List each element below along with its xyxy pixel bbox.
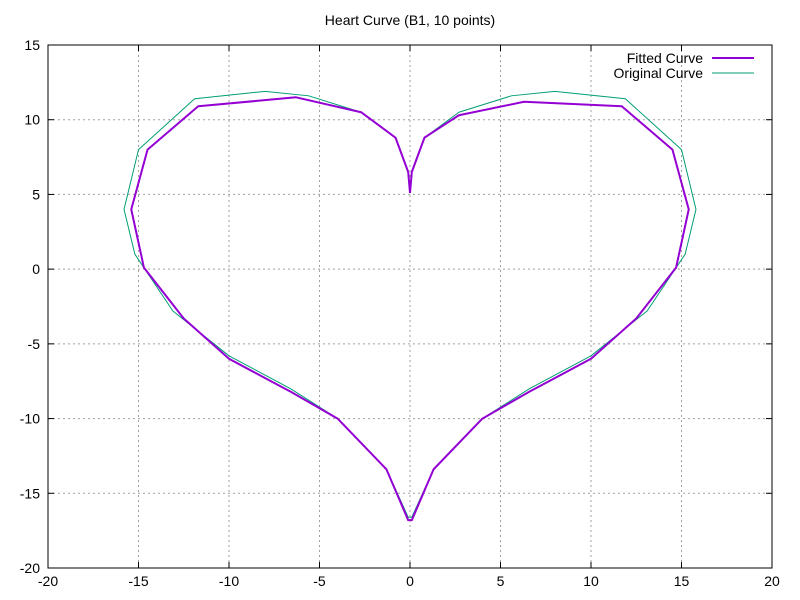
chart-title: Heart Curve (B1, 10 points)	[325, 12, 495, 28]
y-tick-label: -20	[20, 560, 40, 576]
legend-label-original: Original Curve	[614, 65, 704, 81]
x-tick-label: -15	[128, 573, 148, 589]
y-tick-label: 5	[32, 186, 40, 202]
x-tick-label: 5	[497, 573, 505, 589]
grid-layer	[48, 45, 772, 568]
y-tick-label: -15	[20, 485, 40, 501]
legend: Fitted Curve Original Curve	[614, 50, 754, 81]
y-tick-label: 0	[32, 261, 40, 277]
legend-label-fitted: Fitted Curve	[627, 50, 703, 66]
y-tick-label: 10	[24, 112, 40, 128]
tick-layer: -20 -15 -10 -5 0 5 10 15 20 15 10 5 0 -5 -10 -15 -20	[20, 37, 780, 589]
x-tick-label: 20	[764, 573, 780, 589]
x-tick-label: 10	[583, 573, 599, 589]
x-tick-label: -10	[219, 573, 239, 589]
y-tick-label: -5	[28, 336, 41, 352]
x-tick-label: -20	[38, 573, 58, 589]
series-layer	[123, 90, 697, 522]
series-line-original	[123, 90, 697, 518]
series-line-fitted	[130, 96, 690, 522]
x-tick-label: 15	[674, 573, 690, 589]
y-tick-label: 15	[24, 37, 40, 53]
x-tick-label: 0	[406, 573, 414, 589]
y-tick-label: -10	[20, 411, 40, 427]
x-tick-label: -5	[313, 573, 326, 589]
